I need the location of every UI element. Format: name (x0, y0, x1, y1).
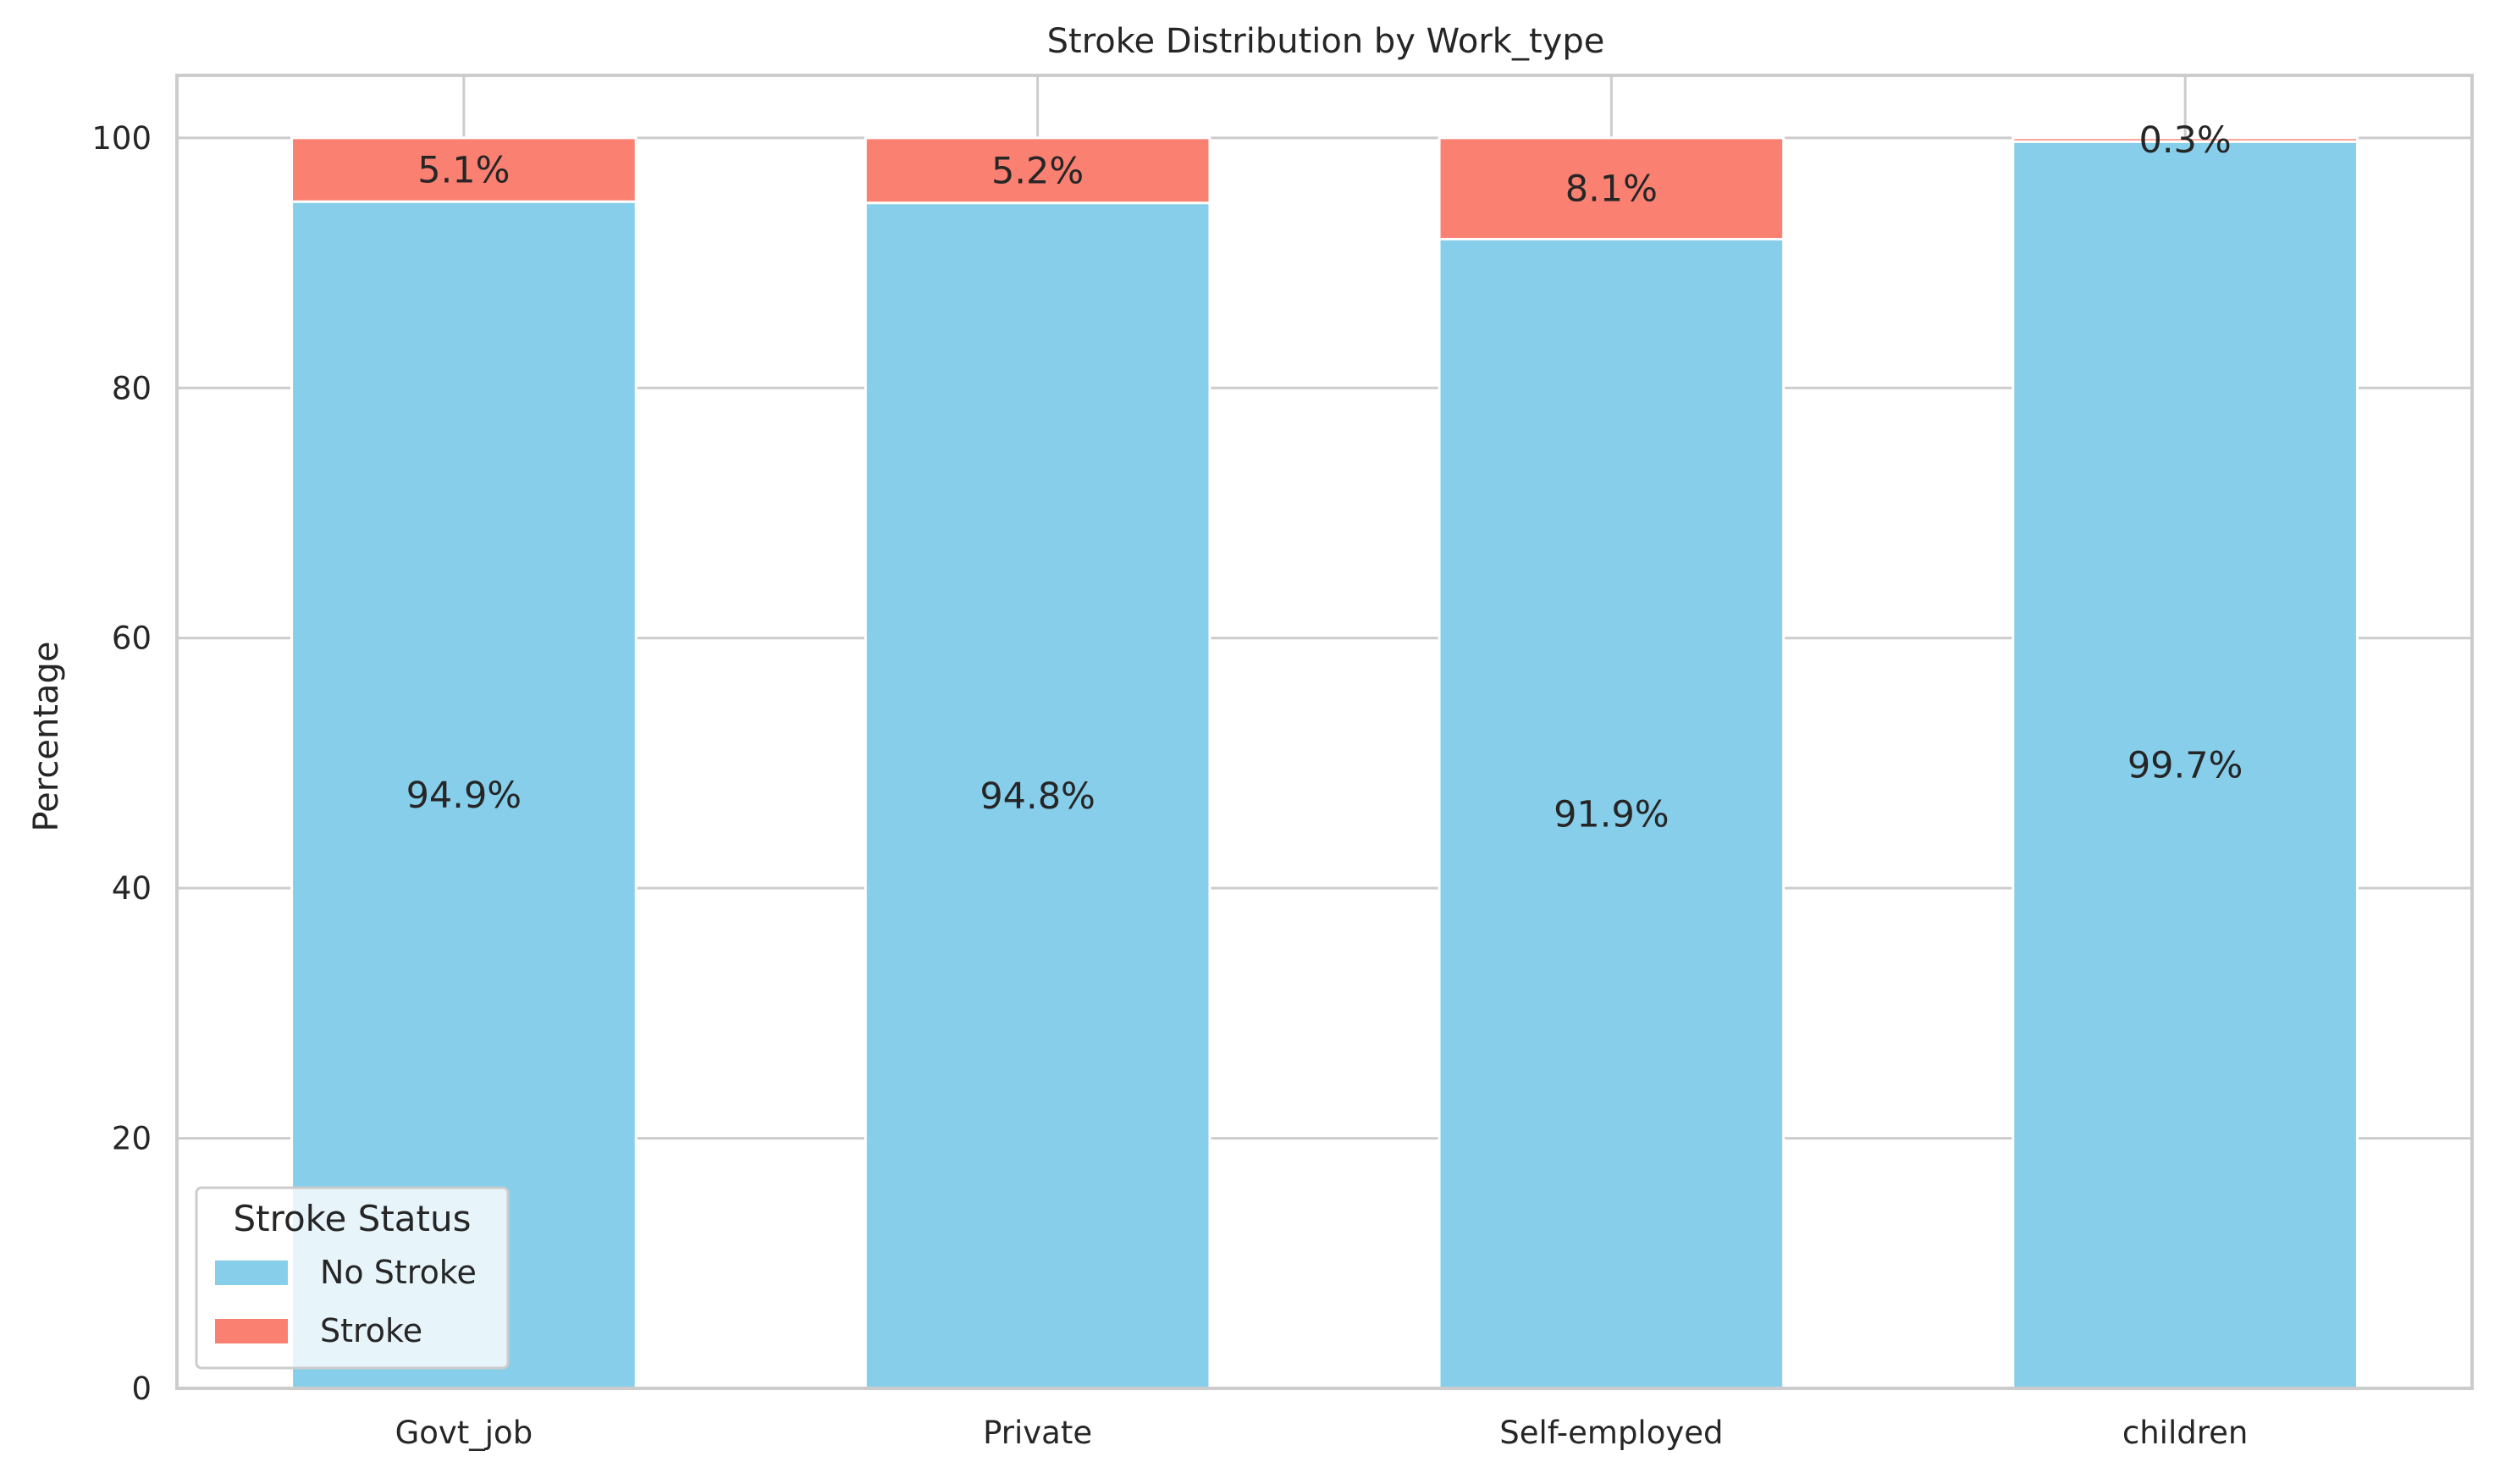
x-tick-label-govt-job: Govt_job (395, 1415, 533, 1451)
data-label-no-stroke-govt-job: 94.9% (406, 775, 522, 817)
y-tick-label-40: 40 (112, 870, 152, 907)
bar-stroke-self-employed (1438, 136, 1785, 241)
x-tick-label-self-employed: Self-employed (1499, 1415, 1723, 1451)
data-label-no-stroke-self-employed: 91.9% (1554, 793, 1669, 836)
legend-label-stroke: Stroke (320, 1312, 422, 1349)
bar-no-stroke-self-employed (1438, 238, 1785, 1390)
y-tick-label-60: 60 (112, 621, 152, 657)
legend-swatch-stroke (215, 1319, 288, 1343)
data-label-no-stroke-children: 99.7% (2127, 745, 2243, 787)
y-tick-label-0: 0 (131, 1371, 152, 1407)
bar-no-stroke-children (2012, 140, 2359, 1390)
x-tick-label-private: Private (983, 1415, 1092, 1451)
data-label-stroke-self-employed: 8.1% (1565, 168, 1658, 211)
data-label-stroke-children: 0.3% (2139, 119, 2232, 162)
y-tick-label-100: 100 (91, 120, 152, 157)
legend: Stroke Status No Stroke Stroke (195, 1186, 510, 1370)
bar-no-stroke-private (864, 201, 1211, 1390)
data-label-no-stroke-private: 94.8% (980, 775, 1095, 818)
bar-stroke-private (864, 136, 1211, 205)
legend-swatch-no-stroke (215, 1261, 288, 1285)
x-tick-label-children: children (2122, 1415, 2248, 1451)
chart-title: Stroke Distribution by Work_type (1047, 22, 1605, 61)
data-label-stroke-govt-job: 5.1% (417, 150, 510, 192)
plot-frame (175, 74, 2474, 1390)
bar-stroke-govt-job (290, 136, 637, 203)
legend-title: Stroke Status (233, 1198, 471, 1239)
y-tick-label-80: 80 (112, 370, 152, 406)
data-labels: 94.9% 5.1% 94.8% 5.2% 91.9% 8.1% 99.7% 0.3% (406, 119, 2243, 836)
y-axis-label: Percentage (27, 641, 66, 831)
y-tick-label-20: 20 (112, 1121, 152, 1157)
data-label-stroke-private: 5.2% (991, 150, 1084, 192)
bar-stroke-children (2012, 136, 2359, 143)
tick-labels: 0 20 40 60 80 100 Govt_job Private Self-employed… (91, 120, 2248, 1451)
legend-label-no-stroke: No Stroke (320, 1254, 477, 1291)
